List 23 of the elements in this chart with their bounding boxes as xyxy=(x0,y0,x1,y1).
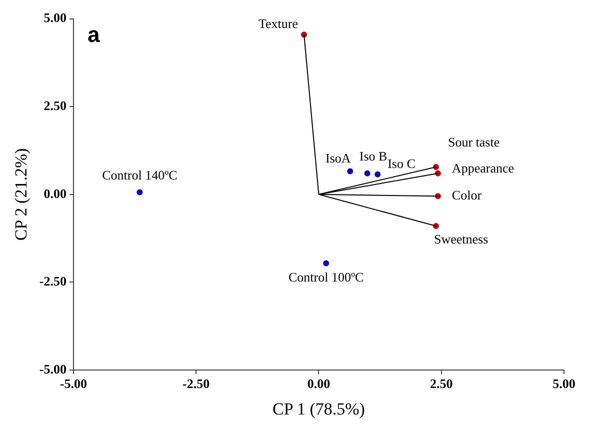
annotation: Iso C xyxy=(388,156,416,171)
annotation: IsoA xyxy=(325,150,352,166)
y-axis-title: CP 2 (21.2%) xyxy=(12,148,31,241)
chart-title: a xyxy=(87,22,100,47)
y-tick-label: 0.00 xyxy=(44,186,66,201)
y-tick-label: 5.00 xyxy=(44,10,66,26)
x-axis-title: CP 1 (78.5%) xyxy=(272,399,365,418)
annotation: Sweetness xyxy=(434,231,488,246)
annotation: Control 140ºC xyxy=(102,168,178,183)
y-tick-label: 2.50 xyxy=(44,98,66,113)
annotation: Control 100ºC xyxy=(288,270,364,285)
x-tick-label: 2.50 xyxy=(430,376,453,392)
x-tick-label: 0.00 xyxy=(307,376,330,392)
annotation: Iso B xyxy=(359,148,388,164)
x-tick-label: -5.00 xyxy=(60,376,88,392)
annotation: Texture xyxy=(258,16,298,32)
y-tick-label: -5.00 xyxy=(39,361,66,376)
y-tick-label: -2.50 xyxy=(39,274,66,289)
x-tick-label: -2.50 xyxy=(182,376,210,392)
x-tick-label: 5.00 xyxy=(552,376,576,392)
annotation: Color xyxy=(452,188,482,203)
annotation: Sour taste xyxy=(448,134,500,150)
annotation: Appearance xyxy=(452,160,514,176)
